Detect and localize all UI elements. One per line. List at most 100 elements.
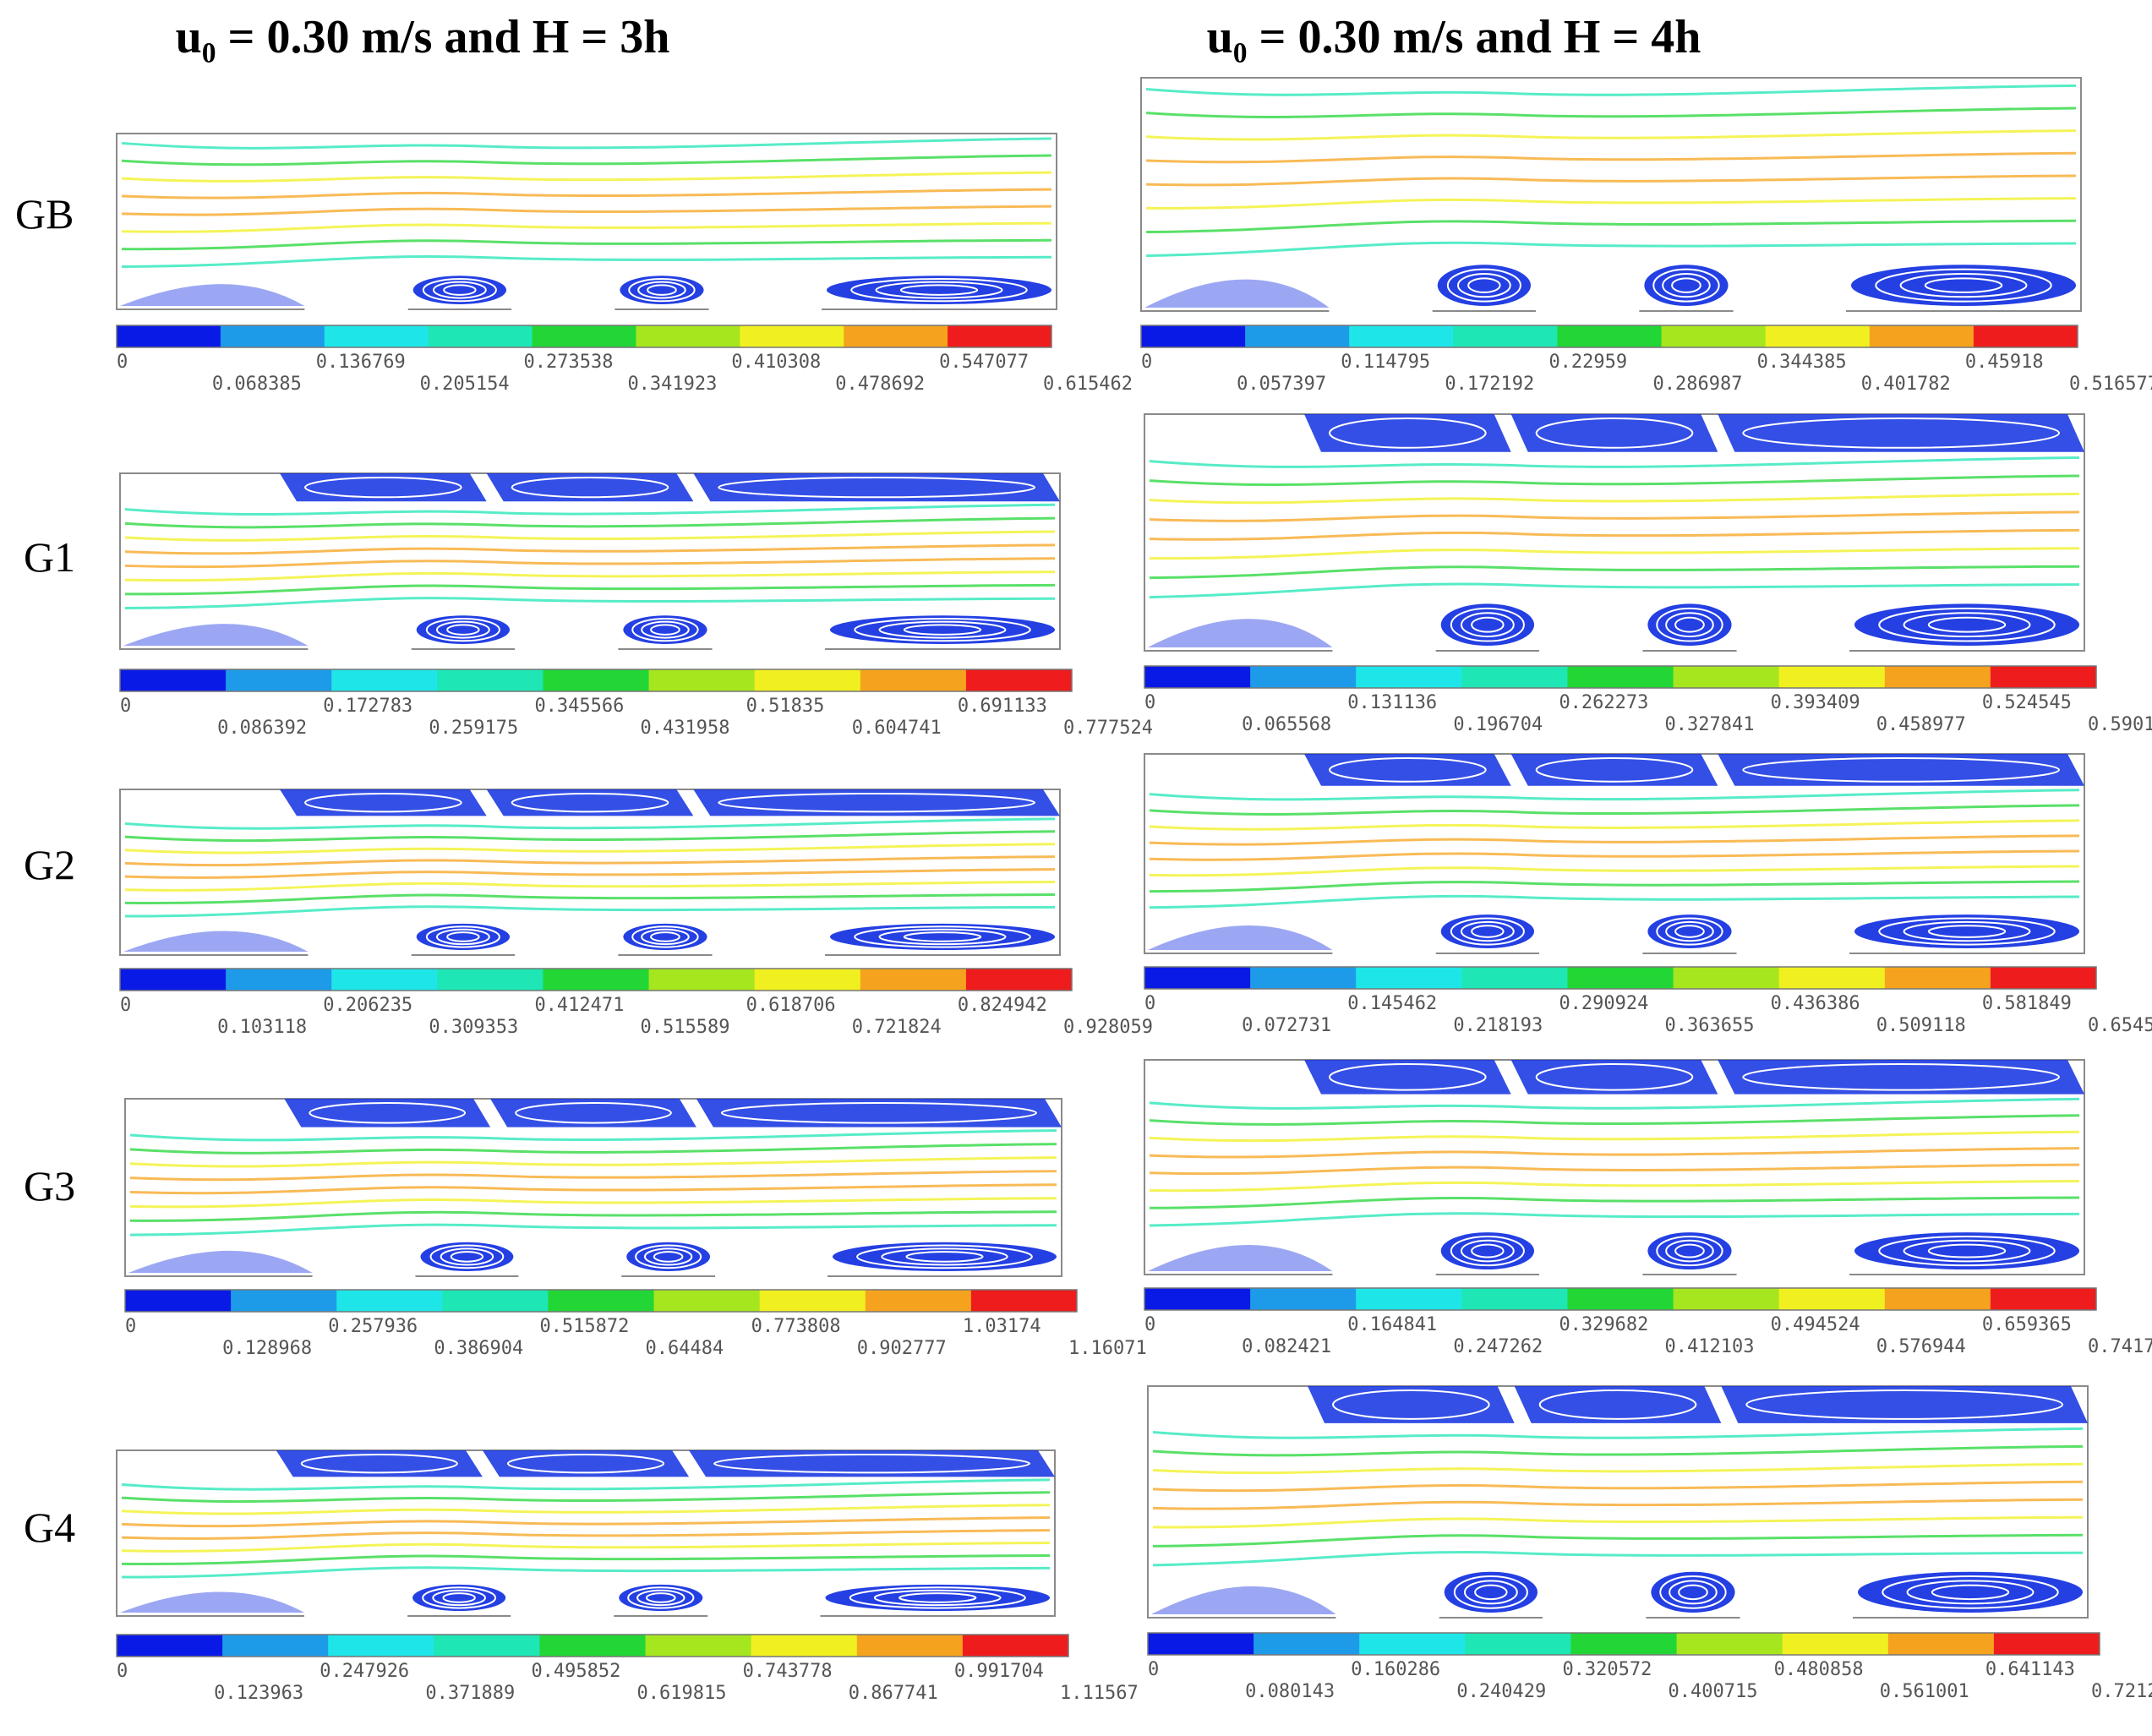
colorbar-tick-upper: 0.257936 [328,1316,418,1337]
colorbar-tick-upper: 0.206235 [323,995,412,1016]
colorbar-tick-lower: 0.604741 [852,718,942,739]
bottom-vortex-3 [1858,1571,2083,1613]
flow-domain-g4-right [1147,1385,2089,1619]
colorbar-tick-upper: 0.581849 [1982,993,2072,1014]
bottom-vortex-2 [623,923,707,950]
bottom-vortex-2 [1647,1232,1732,1269]
colorbar-tick-upper: 0.247926 [320,1661,409,1682]
top-vortex-2 [1510,754,1718,786]
bottom-vortex-1 [420,1242,514,1271]
colorbar-tick-lower: 1.16071 [1068,1338,1147,1359]
row-label-g2: G2 [24,841,76,888]
bottom-vortex-3 [830,923,1055,950]
bottom-vortex-1 [412,276,507,304]
top-vortex-3 [693,473,1060,502]
bottom-vortex-3 [1854,603,2079,646]
bottom-vortex-2 [619,1584,703,1611]
flow-domain-g1-right [1144,413,2085,652]
colorbar-tick-upper: 0 [1144,692,1155,713]
colorbar-tick-upper: 0.659365 [1982,1314,2072,1335]
top-vortex-3 [1718,754,2084,786]
panel-g3-left: 0 0.257936 0.515872 0.773808 1.03174 0.128968… [124,1098,1147,1359]
colorbar-tick-upper: 0.393409 [1771,692,1860,713]
colorbar-tick-lower: 0.057397 [1237,374,1326,395]
colorbar-g2-left: 0 0.206235 0.412471 0.618706 0.824942 0.10311… [119,968,1153,1038]
colorbar-tick-upper: 0.824942 [958,995,1047,1016]
colorbar-tick-upper: 0 [1141,352,1152,373]
top-vortex-1 [1304,414,1511,452]
colorbar-tick-lower: 0.590113 [2088,714,2152,735]
flow-domain-g1-left [119,472,1061,651]
colorbar-tick-lower: 0.341923 [627,374,717,395]
bottom-vortex-1 [1440,914,1535,948]
colorbar-tick-lower: 0.068385 [212,374,302,395]
colorbar-tick-upper: 0 [120,995,131,1016]
top-vortex-2 [486,473,694,502]
colorbar-tick-lower: 0.172192 [1445,374,1534,395]
colorbar-tick-upper: 1.03174 [963,1316,1041,1337]
colorbar-tick-lower: 0.247262 [1453,1336,1543,1357]
colorbar-tick-lower: 0.240429 [1456,1681,1546,1702]
colorbar-tick-lower: 0.371889 [425,1683,515,1704]
bottom-vortex-3 [1854,1232,2079,1269]
flow-domain-g3-left [124,1098,1062,1278]
top-vortex-3 [696,1099,1062,1127]
bottom-vortex-2 [1647,914,1732,948]
colorbar-tick-upper: 0.515872 [539,1316,629,1337]
colorbar-tick-upper: 0.618706 [746,995,836,1016]
panel-g4-right: 0 0.160286 0.320572 0.480858 0.641143 0.08014… [1147,1385,2152,1702]
colorbar-tick-lower: 0.128968 [222,1338,312,1359]
colorbar-tick-lower: 0.615462 [1043,374,1133,395]
colorbar-tick-upper: 0.344385 [1757,352,1847,373]
colorbar-tick-upper: 0.273538 [524,352,614,373]
colorbar-gb-left: 0 0.136769 0.273538 0.410308 0.547077 0.06838… [116,325,1133,395]
colorbar-tick-upper: 0 [117,352,128,373]
colorbar-tick-upper: 0.114795 [1341,352,1430,373]
colorbar-tick-lower: 0.902777 [857,1338,947,1359]
colorbar-tick-upper: 0.131136 [1347,692,1437,713]
colorbar-tick-upper: 0 [1144,1314,1155,1335]
colorbar-tick-lower: 0.721824 [852,1017,942,1038]
panel-g1-left: 0 0.172783 0.345566 0.51835 0.691133 0.086392… [119,472,1153,739]
colorbar-tick-lower: 0.928059 [1063,1017,1153,1038]
row-label-g1: G1 [24,533,76,581]
colorbar-tick-upper: 0 [125,1316,136,1337]
bottom-vortex-2 [1647,603,1732,646]
top-vortex-3 [689,1450,1055,1477]
bottom-vortex-2 [1644,265,1729,306]
colorbar-tick-upper: 0.145462 [1347,993,1437,1014]
top-vortex-1 [1308,1386,1515,1423]
colorbar-tick-lower: 0.561001 [1880,1681,1969,1702]
colorbar-tick-lower: 0.777524 [1063,718,1153,739]
top-vortex-1 [280,789,487,816]
right-column-title: u₀ = 0.30 m/s and H = 4h [1206,11,1701,63]
colorbar-tick-upper: 0.410308 [731,352,821,373]
flow-domain-g2-left [119,789,1061,957]
bottom-vortex-3 [827,276,1051,304]
colorbar-tick-upper: 0 [1148,1659,1159,1680]
colorbar-tick-upper: 0.172783 [323,696,412,717]
colorbar-tick-lower: 0.516577 [2069,374,2152,395]
panel-g3-right: 0 0.164841 0.329682 0.494524 0.659365 0.08242… [1144,1059,2152,1357]
colorbar-tick-upper: 0 [117,1661,128,1682]
colorbar-tick-lower: 0.123963 [214,1683,303,1704]
top-vortex-1 [280,473,487,502]
colorbar-tick-lower: 0.431958 [641,718,730,739]
colorbar-tick-lower: 0.205154 [420,374,510,395]
colorbar-g3-right: 0 0.164841 0.329682 0.494524 0.659365 0.08242… [1144,1287,2152,1357]
top-vortex-2 [1510,414,1718,452]
colorbar-tick-upper: 0.436386 [1771,993,1860,1014]
bottom-vortex-1 [416,615,511,644]
bottom-vortex-3 [1854,914,2079,948]
top-vortex-1 [1304,754,1511,786]
colorbar-tick-lower: 0.286987 [1653,374,1743,395]
colorbar-tick-lower: 0.327841 [1665,714,1755,735]
top-vortex-2 [1514,1386,1722,1423]
colorbar-tick-lower: 0.412103 [1665,1336,1755,1357]
colorbar-g1-left: 0 0.172783 0.345566 0.51835 0.691133 0.086392… [119,669,1153,739]
colorbar-tick-upper: 0.164841 [1347,1314,1437,1335]
top-vortex-2 [482,1450,690,1477]
top-vortex-1 [284,1099,491,1127]
colorbar-tick-upper: 0.494524 [1771,1314,1860,1335]
colorbar-g1-right: 0 0.131136 0.262273 0.393409 0.524545 0.06556… [1144,665,2152,735]
